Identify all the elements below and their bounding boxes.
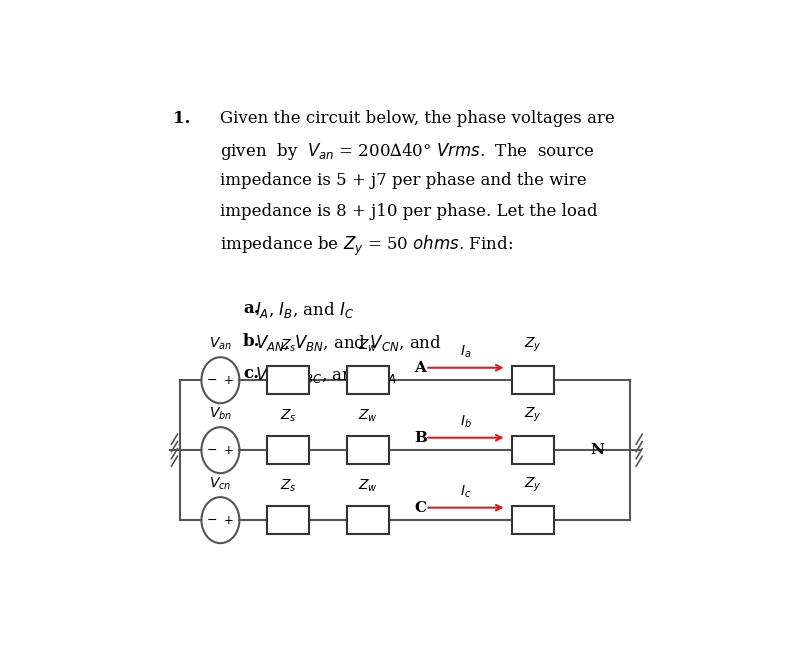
Text: $I_c$: $I_c$: [461, 484, 472, 500]
Text: impedance is 5 + j7 per phase and the wire: impedance is 5 + j7 per phase and the wi…: [220, 173, 587, 190]
Text: −: −: [207, 374, 217, 387]
Text: $I_b$: $I_b$: [460, 414, 472, 430]
Text: +: +: [224, 444, 234, 457]
Bar: [266, 436, 309, 464]
Text: given  by  $V_{an}$ = 200∆40° $Vrms$.  The  source: given by $V_{an}$ = 200∆40° $Vrms$. The …: [220, 141, 595, 162]
Text: $V_{AB}$, $V_{BC}$, and $V_{CA}$: $V_{AB}$, $V_{BC}$, and $V_{CA}$: [255, 365, 398, 386]
Text: N: N: [590, 443, 604, 457]
Bar: [347, 506, 389, 534]
Bar: [512, 436, 554, 464]
Text: impedance is 8 + j10 per phase. Let the load: impedance is 8 + j10 per phase. Let the …: [220, 203, 598, 220]
Text: Given the circuit below, the phase voltages are: Given the circuit below, the phase volta…: [220, 110, 615, 127]
Text: +: +: [224, 374, 234, 387]
Text: $Z_s$: $Z_s$: [280, 408, 296, 424]
Text: c.: c.: [243, 365, 259, 382]
Text: B: B: [413, 431, 427, 445]
Text: $Z_s$: $Z_s$: [280, 478, 296, 494]
Text: −: −: [207, 444, 217, 457]
Bar: [512, 506, 554, 534]
Text: $V_{bn}$: $V_{bn}$: [209, 406, 232, 422]
Text: $Z_y$: $Z_y$: [524, 406, 542, 424]
Text: 1.: 1.: [173, 110, 190, 127]
Bar: [266, 506, 309, 534]
Text: a.: a.: [243, 300, 259, 317]
Text: impedance be $Z_y$ = 50 $ohms$. Find:: impedance be $Z_y$ = 50 $ohms$. Find:: [220, 234, 513, 258]
Text: $Z_w$: $Z_w$: [358, 337, 378, 354]
Text: $Z_y$: $Z_y$: [524, 476, 542, 494]
Bar: [347, 436, 389, 464]
Text: $V_{AN}$, $V_{BN}$, and $V_{CN}$, and: $V_{AN}$, $V_{BN}$, and $V_{CN}$, and: [255, 333, 443, 353]
Text: A: A: [414, 361, 426, 375]
Text: $Z_w$: $Z_w$: [358, 408, 378, 424]
Text: C: C: [414, 501, 426, 515]
Text: $Z_y$: $Z_y$: [524, 336, 542, 354]
Text: +: +: [224, 513, 234, 526]
Bar: [512, 367, 554, 394]
Bar: [347, 367, 389, 394]
Text: $Z_w$: $Z_w$: [358, 478, 378, 494]
Text: $Z_s$: $Z_s$: [280, 337, 296, 354]
Text: −: −: [207, 513, 217, 526]
Text: $V_{cn}$: $V_{cn}$: [209, 476, 232, 492]
Text: $I_a$: $I_a$: [461, 344, 472, 360]
Text: $V_{an}$: $V_{an}$: [209, 336, 232, 352]
Text: b.: b.: [243, 333, 260, 350]
Bar: [266, 367, 309, 394]
Text: $I_A$, $I_B$, and $I_C$: $I_A$, $I_B$, and $I_C$: [255, 300, 354, 320]
